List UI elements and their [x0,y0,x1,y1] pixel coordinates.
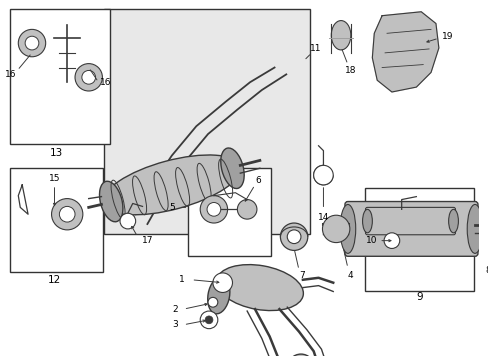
Text: 8: 8 [485,266,488,275]
Text: 12: 12 [48,275,61,285]
Circle shape [206,202,220,216]
Ellipse shape [339,204,355,253]
Ellipse shape [103,155,240,215]
Ellipse shape [330,21,350,50]
Text: 5: 5 [169,203,174,212]
Circle shape [204,316,212,324]
Circle shape [212,273,232,292]
Ellipse shape [207,277,229,314]
Text: 17: 17 [142,236,153,245]
Text: 9: 9 [415,292,422,302]
Bar [104,9,309,234]
Circle shape [237,199,256,219]
Bar [188,168,270,256]
Bar [364,188,473,291]
Circle shape [200,311,217,329]
Bar [10,9,110,144]
Circle shape [51,199,82,230]
Circle shape [81,71,95,84]
Text: 4: 4 [347,271,353,280]
Circle shape [207,297,217,307]
FancyBboxPatch shape [365,207,454,235]
Polygon shape [371,12,438,92]
Ellipse shape [362,210,371,233]
Text: 1: 1 [179,275,184,284]
Ellipse shape [447,210,457,233]
Text: 18: 18 [345,66,356,75]
Text: 15: 15 [49,174,60,183]
Circle shape [280,223,307,251]
Circle shape [286,230,300,244]
Text: 13: 13 [50,148,63,158]
Text: 14: 14 [317,213,328,222]
Circle shape [313,165,332,185]
Circle shape [59,206,75,222]
Ellipse shape [466,204,482,253]
Bar [10,168,103,272]
Text: 2: 2 [172,305,177,314]
Circle shape [18,30,45,57]
Circle shape [383,233,399,248]
Circle shape [75,64,102,91]
Ellipse shape [99,181,122,222]
Text: 16: 16 [100,78,111,87]
Text: 3: 3 [172,320,177,329]
FancyBboxPatch shape [344,202,477,256]
Text: 7: 7 [299,271,304,280]
Text: 6: 6 [255,176,260,185]
Text: 19: 19 [441,32,452,41]
Text: 11: 11 [309,44,321,53]
Text: 16: 16 [5,70,16,79]
Circle shape [200,195,227,223]
Text: 10: 10 [365,236,376,245]
Ellipse shape [221,148,244,189]
Ellipse shape [286,354,314,360]
Circle shape [120,213,135,229]
Circle shape [25,36,39,50]
Circle shape [322,215,349,243]
Ellipse shape [216,265,303,311]
